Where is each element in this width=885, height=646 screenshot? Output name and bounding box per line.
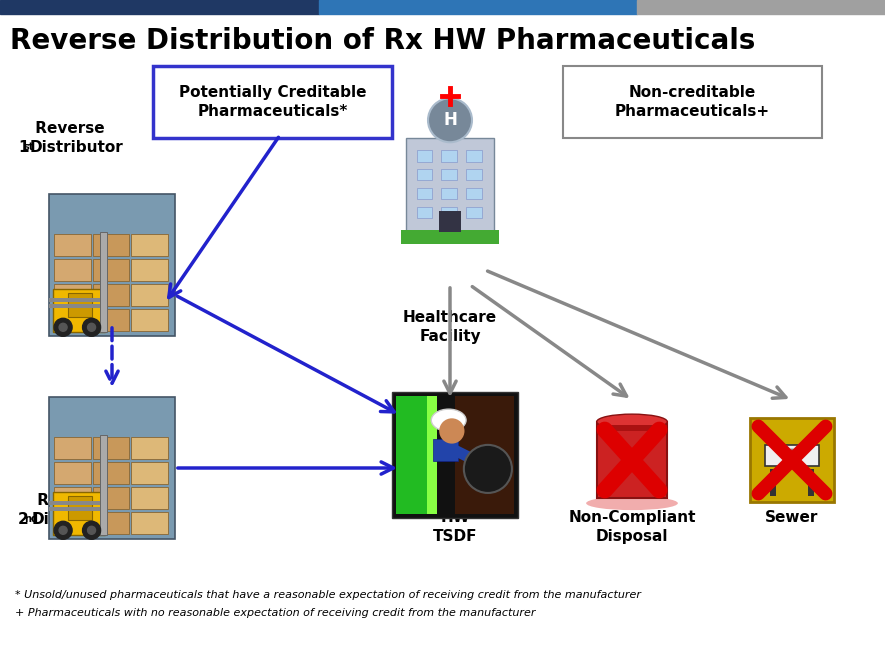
Text: + Pharmaceuticals with no reasonable expectation of receiving credit from the ma: + Pharmaceuticals with no reasonable exp… (15, 608, 535, 618)
Text: Sewer: Sewer (766, 510, 819, 525)
Circle shape (59, 526, 67, 534)
Bar (131, 437, 168, 459)
Circle shape (59, 323, 67, 331)
FancyBboxPatch shape (563, 66, 822, 138)
Bar (49, 507, 99, 511)
Bar (466, 207, 481, 218)
Bar (406, 138, 494, 232)
Bar (93, 260, 129, 282)
Text: Non-Compliant
Disposal: Non-Compliant Disposal (568, 510, 696, 543)
Bar (53, 289, 104, 332)
Text: H: H (443, 111, 457, 129)
Bar (442, 188, 457, 199)
Bar (417, 169, 433, 180)
Circle shape (428, 98, 472, 142)
Text: 2: 2 (18, 512, 28, 527)
Circle shape (54, 521, 72, 539)
Bar (131, 512, 168, 534)
Bar (596, 425, 667, 431)
Bar (49, 501, 99, 505)
Bar (54, 463, 90, 484)
Bar (93, 309, 129, 331)
Bar (54, 487, 90, 509)
Bar (131, 234, 168, 256)
Bar (0, 0, 319, 14)
Bar (442, 151, 457, 162)
Bar (596, 422, 667, 498)
Circle shape (88, 526, 96, 534)
Bar (396, 396, 437, 514)
Bar (637, 0, 885, 14)
Bar (417, 188, 433, 199)
Bar (466, 169, 481, 180)
Bar (440, 211, 460, 232)
Bar (68, 293, 91, 317)
Circle shape (439, 419, 465, 444)
Text: HW
TSDF: HW TSDF (433, 510, 477, 543)
Bar (442, 169, 457, 180)
Circle shape (82, 521, 101, 539)
Bar (131, 260, 168, 282)
Text: Non-creditable
Pharmaceuticals+: Non-creditable Pharmaceuticals+ (615, 85, 770, 120)
Bar (99, 435, 106, 536)
Text: st: st (24, 142, 35, 152)
Bar (54, 512, 90, 534)
Bar (93, 487, 129, 509)
FancyArrowPatch shape (454, 450, 481, 463)
Bar (765, 446, 820, 466)
Bar (466, 188, 481, 199)
Bar (99, 233, 106, 332)
Bar (54, 234, 90, 256)
Bar (49, 304, 99, 308)
Bar (54, 284, 90, 306)
Polygon shape (433, 439, 458, 461)
Bar (131, 284, 168, 306)
Bar (131, 309, 168, 331)
Circle shape (785, 448, 799, 463)
Bar (93, 437, 129, 459)
Bar (54, 437, 90, 459)
Text: Healthcare
Facility: Healthcare Facility (403, 310, 497, 344)
Bar (49, 194, 175, 337)
Bar (417, 207, 433, 218)
Ellipse shape (586, 496, 678, 510)
FancyBboxPatch shape (153, 66, 392, 138)
Text: Potentially Creditable
Pharmaceuticals*: Potentially Creditable Pharmaceuticals* (179, 85, 366, 120)
Ellipse shape (596, 414, 667, 430)
Bar (54, 260, 90, 282)
Bar (808, 469, 814, 495)
Bar (49, 397, 175, 539)
Circle shape (88, 323, 96, 331)
Bar (93, 463, 129, 484)
Text: * Unsold/unused pharmaceuticals that have a reasonable expectation of receiving : * Unsold/unused pharmaceuticals that hav… (15, 590, 641, 600)
Text: nd: nd (24, 514, 38, 524)
Bar (93, 512, 129, 534)
Bar (319, 0, 637, 14)
Circle shape (54, 318, 72, 337)
Circle shape (464, 445, 512, 493)
Circle shape (82, 318, 101, 337)
Bar (54, 309, 90, 331)
Bar (93, 284, 129, 306)
Bar (401, 230, 499, 244)
Bar (417, 151, 433, 162)
Text: Reverse
Distributor: Reverse Distributor (30, 121, 124, 155)
Bar (455, 396, 514, 514)
Bar (392, 391, 519, 518)
Bar (750, 419, 834, 502)
Bar (53, 492, 104, 536)
Text: 1: 1 (18, 140, 28, 155)
Bar (442, 207, 457, 218)
Bar (49, 298, 99, 302)
Text: Reverse
Distributor: Reverse Distributor (32, 494, 126, 527)
Text: Reverse Distribution of Rx HW Pharmaceuticals: Reverse Distribution of Rx HW Pharmaceut… (10, 27, 756, 55)
Ellipse shape (431, 409, 466, 432)
Bar (770, 469, 776, 495)
Bar (131, 463, 168, 484)
Bar (131, 487, 168, 509)
Bar (68, 496, 91, 520)
Bar (93, 234, 129, 256)
Bar (466, 151, 481, 162)
Bar (427, 396, 437, 514)
